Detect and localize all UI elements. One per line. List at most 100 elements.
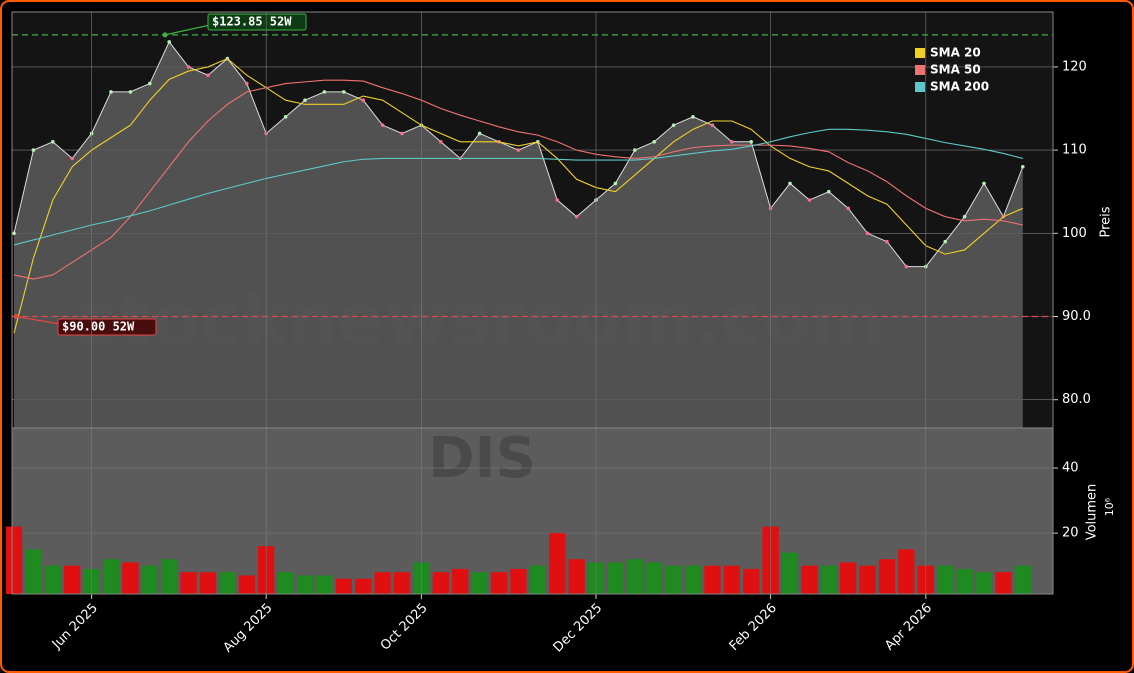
price-point [633, 148, 637, 152]
volume-bar [801, 565, 818, 594]
legend-label: SMA 200 [930, 80, 989, 94]
price-point [904, 264, 909, 269]
y-axis-label: Preis [1099, 206, 1114, 237]
volume-bar [432, 572, 449, 594]
volume-bar [743, 568, 760, 594]
price-point [439, 139, 443, 144]
volume-bar [704, 565, 721, 594]
y-tick-label: 90.0 [1062, 309, 1091, 324]
volume-bar [296, 575, 314, 594]
y-tick-label: 40 [1062, 461, 1079, 476]
volume-bar [510, 568, 527, 594]
volume-bar [393, 572, 411, 594]
y-tick-label: 80.0 [1062, 392, 1091, 407]
volume-bar [316, 575, 333, 594]
price-point [361, 98, 366, 102]
annotation-box [57, 318, 157, 336]
price-point [749, 139, 753, 144]
annotation-label: $90.00 52W [62, 320, 135, 334]
volume-bar [626, 559, 643, 594]
price-point [691, 115, 695, 119]
price-point [148, 81, 152, 86]
price-point [613, 181, 618, 186]
legend-label: SMA 50 [930, 63, 981, 77]
price-point [885, 239, 889, 244]
volume-bar [840, 562, 857, 594]
price-point [943, 239, 947, 244]
volume-bar [122, 562, 139, 594]
price-point [51, 139, 55, 144]
sma-line [13, 128, 1023, 246]
price-point [846, 206, 850, 211]
price-point [730, 139, 734, 144]
volume-bar [161, 559, 178, 594]
volume-bar [995, 572, 1012, 594]
legend-swatch [915, 82, 925, 92]
volume-bar [820, 565, 837, 594]
price-point [128, 90, 133, 94]
y-axis-label: Volumen [1085, 484, 1100, 541]
price-point [982, 181, 986, 186]
price-point [652, 139, 656, 144]
volume-bar [529, 565, 546, 594]
price-point [342, 90, 346, 94]
price-point [555, 198, 559, 202]
volume-bar [684, 565, 702, 594]
price-point [671, 123, 676, 127]
volume-bar [471, 572, 488, 594]
volume-bar [646, 562, 663, 594]
price-point [283, 115, 288, 119]
price-point [70, 156, 74, 161]
volume-bar [374, 572, 391, 594]
sma-line [13, 79, 1023, 280]
arrow-head [13, 314, 19, 320]
price-point [12, 231, 16, 236]
volume-bar [5, 526, 23, 594]
volume-bar [781, 552, 799, 594]
annotation-arrow [164, 24, 211, 36]
volume-bar [102, 559, 120, 594]
price-point [400, 131, 404, 136]
price-point [322, 90, 327, 94]
y-tick-label: 100 [1062, 226, 1087, 241]
volume-bar [549, 533, 566, 594]
price-point [962, 214, 967, 219]
volume-bar [956, 568, 973, 594]
volume-bar [219, 572, 236, 594]
annotation-arrow [15, 315, 61, 325]
volume-bar [335, 578, 352, 594]
legend-swatch [915, 65, 925, 75]
price-point [303, 98, 307, 102]
annotation-label: $123.85 52W [212, 15, 292, 29]
price-point [167, 40, 171, 44]
volume-bar [141, 565, 158, 594]
volume-bar [490, 572, 508, 594]
plot-border [11, 11, 1054, 595]
volume-bar [568, 559, 585, 594]
volume-bar [64, 565, 81, 594]
price-point [807, 198, 812, 202]
volume-bar [975, 572, 993, 594]
volume-bar [898, 549, 915, 594]
volume-bar [937, 565, 954, 594]
price-point [1021, 164, 1025, 169]
price-point [380, 123, 385, 127]
volume-bar [607, 562, 624, 594]
arrow-head [162, 32, 168, 38]
price-point [186, 65, 191, 69]
volume-bar [199, 572, 217, 594]
legend-label: SMA 20 [930, 46, 981, 60]
price-point [788, 181, 792, 186]
price-point [109, 90, 113, 94]
y-tick-label: 20 [1062, 526, 1079, 541]
price-point [206, 73, 210, 78]
volume-bar [1014, 565, 1031, 594]
volume-bar [277, 572, 294, 594]
price-point [31, 148, 36, 152]
price-point [477, 131, 482, 136]
volume-bar [25, 549, 42, 594]
legend-swatch [915, 48, 925, 58]
volume-bar [878, 559, 896, 594]
